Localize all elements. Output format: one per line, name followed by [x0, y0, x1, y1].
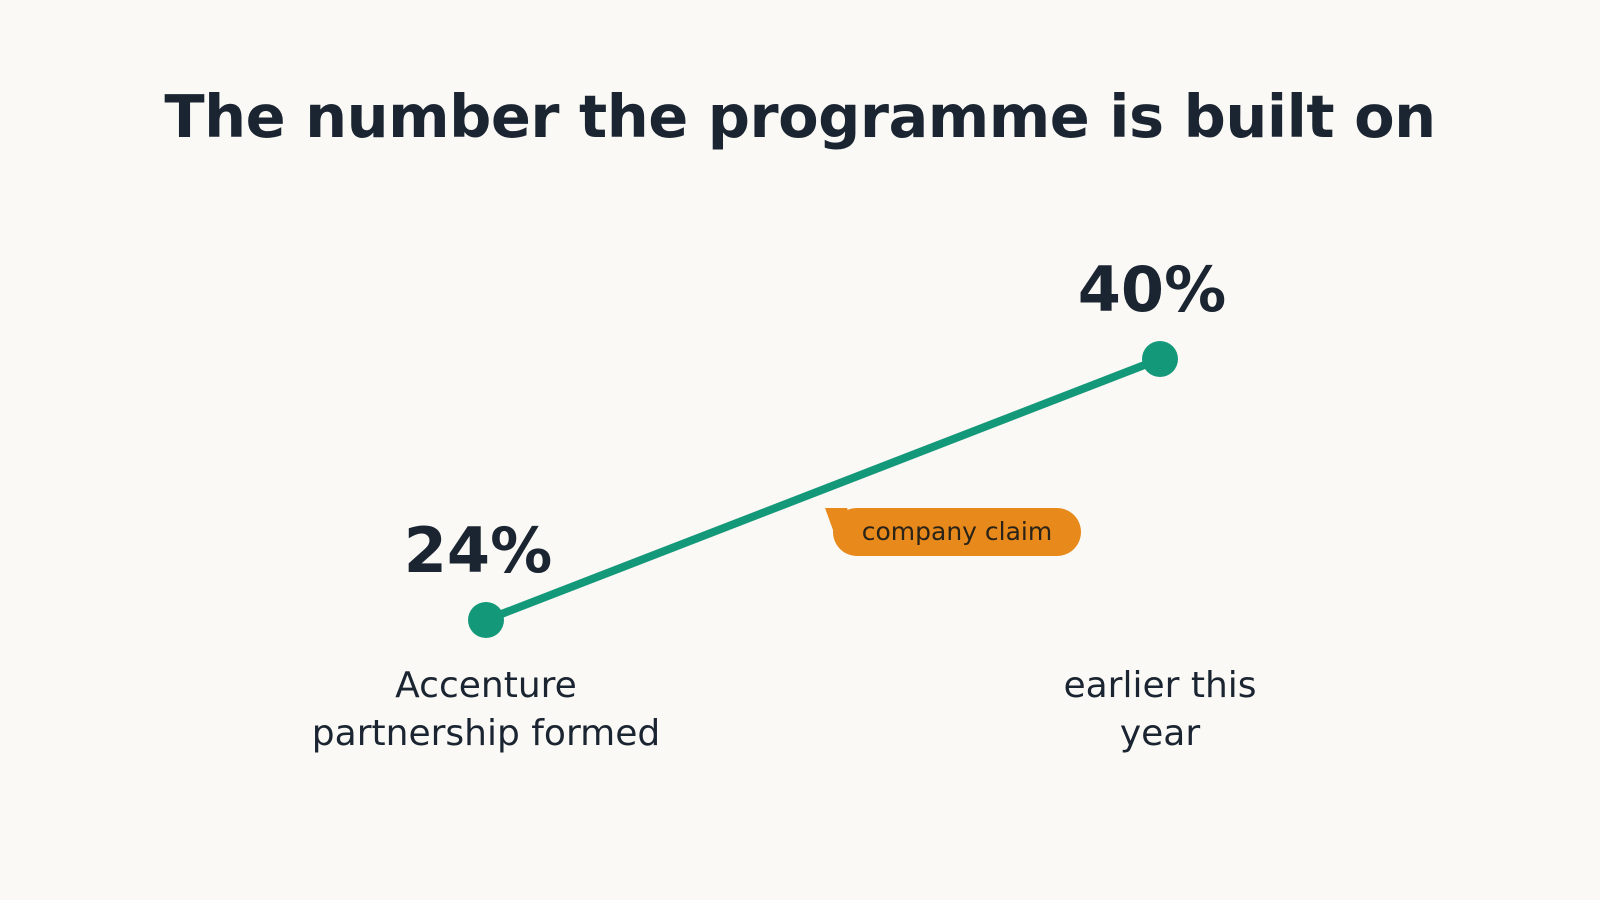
data-point-1 [468, 602, 504, 638]
annotation-badge: company claim [833, 508, 1081, 556]
annotation-label: company claim [861, 517, 1053, 546]
series-line [482, 355, 1164, 624]
data-point-2 [1142, 341, 1178, 377]
data-label-2: 40% [1078, 253, 1226, 326]
category-label-end: earlier this year [950, 662, 1370, 758]
category-label-start: Accenture partnership formed [276, 662, 696, 758]
category-label-end-line2: year [1119, 713, 1201, 754]
category-label-start-line1: Accenture [395, 665, 577, 706]
category-label-start-line2: partnership formed [311, 713, 661, 754]
chart-title: The number the programme is built on [164, 82, 1436, 151]
category-label-end-line1: earlier this [1063, 665, 1257, 706]
data-label-1: 24% [404, 514, 552, 587]
